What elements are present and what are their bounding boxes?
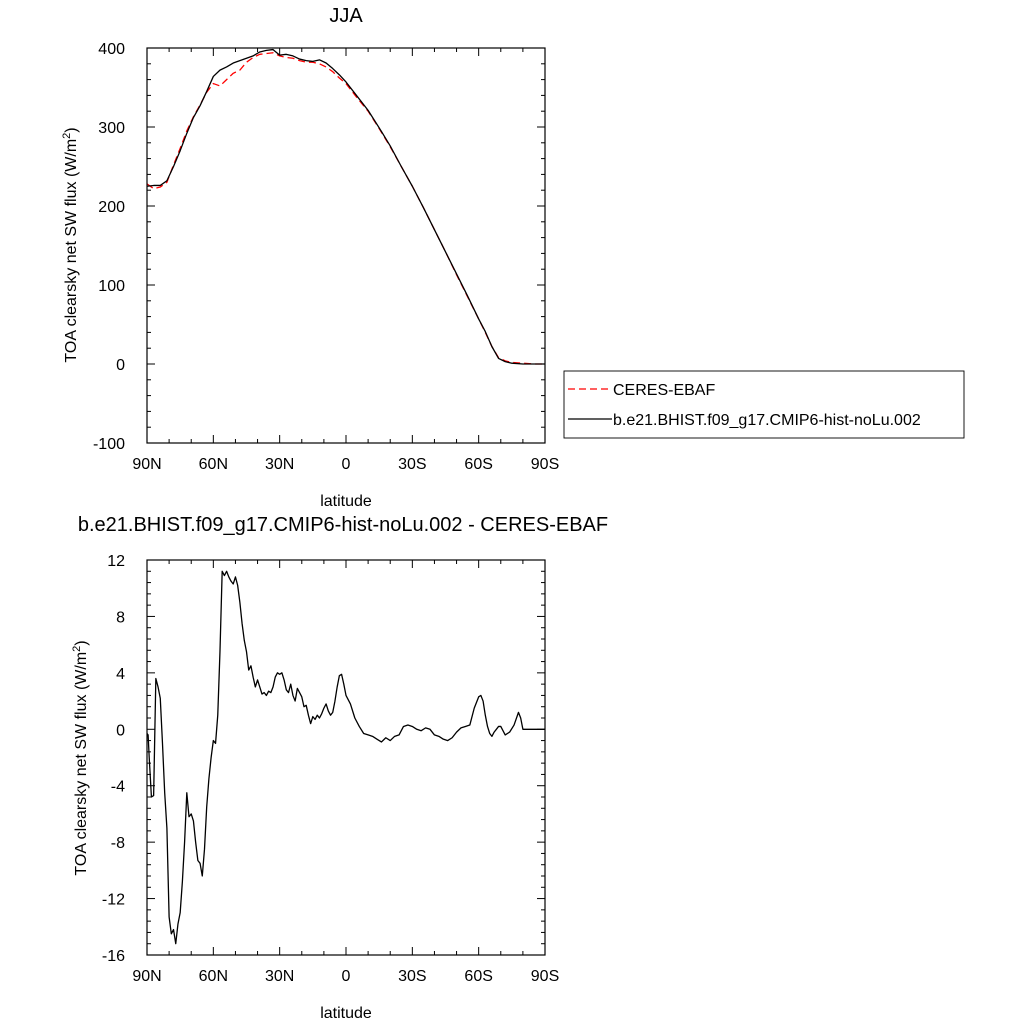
x-tick-label: 90S bbox=[531, 968, 559, 985]
bottom-chart-x-tick-labels: 90N 60N 30N 0 30S 60S 90S bbox=[132, 968, 559, 985]
bottom-y-label-main: TOA clearsky net SW flux (W/m bbox=[73, 652, 90, 876]
y-tick-label: -100 bbox=[93, 436, 125, 453]
bottom-chart-y-tick-labels: -16 -12 -8 -4 0 4 8 12 bbox=[102, 553, 125, 965]
bottom-y-label-superscript: 2 bbox=[71, 646, 83, 652]
bottom-y-label-end: ) bbox=[73, 640, 90, 645]
series-line-difference bbox=[146, 570, 545, 945]
top-chart-y-tick-labels: -100 0 100 200 300 400 bbox=[93, 41, 125, 453]
bottom-chart-frame bbox=[146, 559, 546, 956]
legend-box bbox=[563, 370, 965, 439]
x-tick-label: 30N bbox=[265, 456, 294, 473]
x-tick-label: 30S bbox=[398, 456, 426, 473]
top-y-label-end: ) bbox=[63, 127, 80, 132]
top-chart-panel: JJA 90N 60N 30N 0 30S 60S 90S -100 0 100 200 300 40… bbox=[61, 5, 559, 510]
bottom-chart-ticks bbox=[146, 559, 546, 956]
x-tick-label: 90N bbox=[132, 968, 161, 985]
top-chart-ticks bbox=[146, 47, 546, 444]
y-tick-label: 12 bbox=[107, 553, 125, 570]
y-tick-label: 200 bbox=[98, 199, 125, 216]
series-line-ceres-ebaf bbox=[146, 52, 545, 365]
x-tick-label: 60N bbox=[199, 968, 228, 985]
y-tick-label: -16 bbox=[102, 948, 125, 965]
top-chart-series bbox=[146, 48, 545, 365]
bottom-chart-panel: b.e21.BHIST.f09_g17.CMIP6-hist-noLu.002 … bbox=[71, 514, 608, 1022]
legend-label-ceres: CERES-EBAF bbox=[613, 382, 715, 399]
y-tick-label: 8 bbox=[116, 609, 125, 626]
x-tick-label: 0 bbox=[342, 968, 351, 985]
x-tick-label: 90N bbox=[132, 456, 161, 473]
x-tick-label: 60S bbox=[464, 456, 492, 473]
top-y-label-main: TOA clearsky net SW flux (W/m bbox=[63, 139, 80, 363]
y-tick-label: 0 bbox=[116, 722, 125, 739]
y-tick-label: -8 bbox=[111, 835, 125, 852]
bottom-chart-y-axis-label: TOA clearsky net SW flux (W/m2) bbox=[71, 640, 90, 875]
y-tick-label: -12 bbox=[102, 892, 125, 909]
legend: CERES-EBAF b.e21.BHIST.f09_g17.CMIP6-his… bbox=[563, 370, 965, 439]
legend-label-model: b.e21.BHIST.f09_g17.CMIP6-hist-noLu.002 bbox=[613, 412, 921, 429]
x-tick-label: 60S bbox=[464, 968, 492, 985]
x-tick-label: 60N bbox=[199, 456, 228, 473]
series-line-model bbox=[146, 48, 545, 365]
y-tick-label: -4 bbox=[111, 779, 125, 796]
y-tick-label: 400 bbox=[98, 41, 125, 58]
x-tick-label: 0 bbox=[342, 456, 351, 473]
x-tick-label: 90S bbox=[531, 456, 559, 473]
y-tick-label: 300 bbox=[98, 120, 125, 137]
top-chart-x-tick-labels: 90N 60N 30N 0 30S 60S 90S bbox=[132, 456, 559, 473]
x-tick-label: 30N bbox=[265, 968, 294, 985]
top-chart-x-axis-label: latitude bbox=[320, 493, 372, 510]
y-tick-label: 4 bbox=[116, 666, 125, 683]
top-chart-y-axis-label: TOA clearsky net SW flux (W/m2) bbox=[61, 127, 80, 362]
y-tick-label: 100 bbox=[98, 278, 125, 295]
bottom-chart-title: b.e21.BHIST.f09_g17.CMIP6-hist-noLu.002 … bbox=[78, 514, 608, 536]
top-chart-frame bbox=[146, 47, 546, 444]
top-y-label-superscript: 2 bbox=[61, 133, 73, 139]
top-chart-title: JJA bbox=[329, 5, 363, 27]
x-tick-label: 30S bbox=[398, 968, 426, 985]
bottom-chart-series bbox=[146, 570, 545, 945]
y-tick-label: 0 bbox=[116, 357, 125, 374]
bottom-chart-x-axis-label: latitude bbox=[320, 1005, 372, 1022]
